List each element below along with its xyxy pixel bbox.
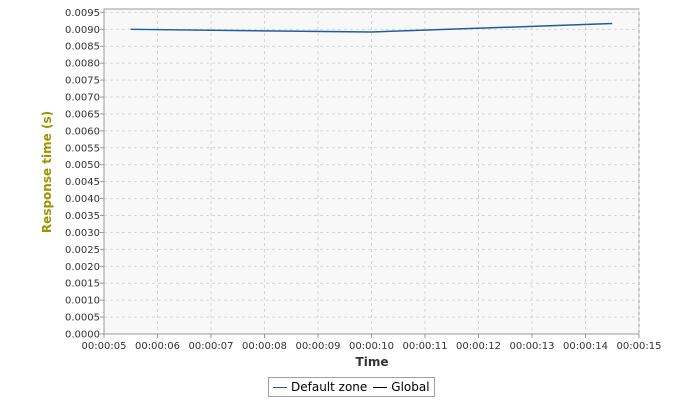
x-tick-label: 00:00:08 bbox=[242, 341, 287, 352]
y-tick-label: 0.0045 bbox=[65, 177, 100, 188]
y-tick-label: 0.0010 bbox=[65, 296, 100, 307]
y-tick-label: 0.0085 bbox=[65, 42, 100, 53]
y-axis-ticks: 0.0000 0.0005 0.0010 0.0015 0.0020 0.0025 0.00… bbox=[65, 8, 104, 341]
legend-item: Global bbox=[373, 380, 430, 394]
x-tick-label: 00:00:11 bbox=[403, 341, 448, 352]
y-tick-label: 0.0055 bbox=[65, 143, 100, 154]
legend-label: Default zone bbox=[291, 380, 368, 394]
y-tick-label: 0.0030 bbox=[65, 228, 100, 239]
x-tick-label: 00:00:12 bbox=[456, 341, 501, 352]
y-tick-label: 0.0070 bbox=[65, 93, 100, 104]
y-tick-label: 0.0095 bbox=[65, 8, 100, 19]
legend-item: Default zone bbox=[273, 380, 367, 394]
legend-swatch bbox=[373, 386, 388, 388]
y-tick-label: 0.0080 bbox=[65, 59, 100, 70]
series-line-default-zone bbox=[130, 22, 613, 33]
y-axis-title: Response time (s) bbox=[40, 111, 54, 233]
y-tick-label: 0.0025 bbox=[65, 245, 100, 256]
x-tick-label: 00:00:07 bbox=[189, 341, 234, 352]
y-tick-label: 0.0000 bbox=[65, 330, 100, 341]
y-tick-label: 0.0020 bbox=[65, 262, 100, 273]
x-tick-label: 00:00:14 bbox=[563, 341, 608, 352]
x-tick-label: 00:00:13 bbox=[510, 341, 555, 352]
y-tick-label: 0.0065 bbox=[65, 109, 100, 120]
y-tick-label: 0.0005 bbox=[65, 313, 100, 324]
y-tick-label: 0.0060 bbox=[65, 126, 100, 137]
legend: Default zone Global bbox=[268, 377, 435, 397]
y-tick-label: 0.0050 bbox=[65, 160, 100, 171]
y-tick-label: 0.0090 bbox=[65, 25, 100, 36]
x-tick-label: 00:00:09 bbox=[296, 341, 341, 352]
x-tick-label: 00:00:06 bbox=[135, 341, 180, 352]
y-tick-label: 0.0015 bbox=[65, 279, 100, 290]
x-tick-label: 00:00:10 bbox=[349, 341, 394, 352]
legend-swatch bbox=[273, 386, 287, 388]
legend-label: Global bbox=[391, 380, 430, 394]
x-axis-ticks: 00:00:05 00:00:06 00:00:07 00:00:08 00:00:09… bbox=[82, 334, 662, 352]
y-tick-label: 0.0040 bbox=[65, 194, 100, 205]
y-tick-label: 0.0035 bbox=[65, 211, 100, 222]
series-group bbox=[130, 22, 613, 33]
x-tick-label: 00:00:15 bbox=[617, 341, 662, 352]
y-tick-label: 0.0075 bbox=[65, 76, 100, 87]
x-axis-title: Time bbox=[356, 355, 389, 369]
x-tick-label: 00:00:05 bbox=[82, 341, 127, 352]
